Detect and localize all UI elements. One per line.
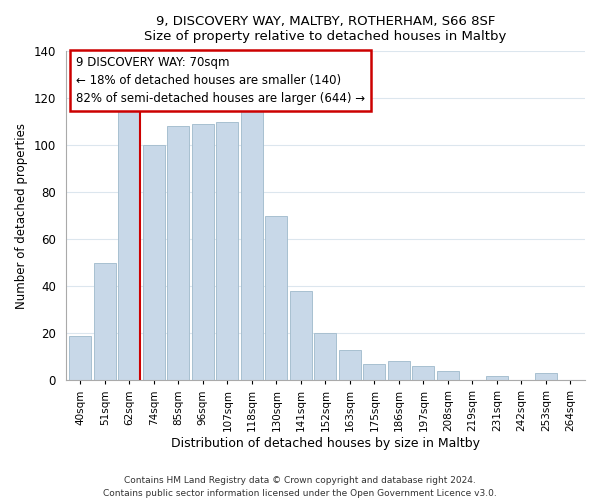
Bar — [339, 350, 361, 380]
Bar — [412, 366, 434, 380]
Y-axis label: Number of detached properties: Number of detached properties — [15, 122, 28, 308]
Bar — [290, 291, 312, 380]
Bar — [363, 364, 385, 380]
Bar — [265, 216, 287, 380]
Bar — [217, 122, 238, 380]
Title: 9, DISCOVERY WAY, MALTBY, ROTHERHAM, S66 8SF
Size of property relative to detach: 9, DISCOVERY WAY, MALTBY, ROTHERHAM, S66… — [144, 15, 506, 43]
Bar — [70, 336, 91, 380]
Bar — [535, 373, 557, 380]
Bar — [192, 124, 214, 380]
Text: 9 DISCOVERY WAY: 70sqm
← 18% of detached houses are smaller (140)
82% of semi-de: 9 DISCOVERY WAY: 70sqm ← 18% of detached… — [76, 56, 365, 105]
X-axis label: Distribution of detached houses by size in Maltby: Distribution of detached houses by size … — [171, 437, 480, 450]
Bar — [314, 334, 337, 380]
Bar — [167, 126, 190, 380]
Bar — [388, 362, 410, 380]
Bar — [486, 376, 508, 380]
Bar — [241, 68, 263, 380]
Bar — [437, 371, 459, 380]
Text: Contains HM Land Registry data © Crown copyright and database right 2024.
Contai: Contains HM Land Registry data © Crown c… — [103, 476, 497, 498]
Bar — [94, 262, 116, 380]
Bar — [143, 145, 165, 380]
Bar — [118, 103, 140, 380]
